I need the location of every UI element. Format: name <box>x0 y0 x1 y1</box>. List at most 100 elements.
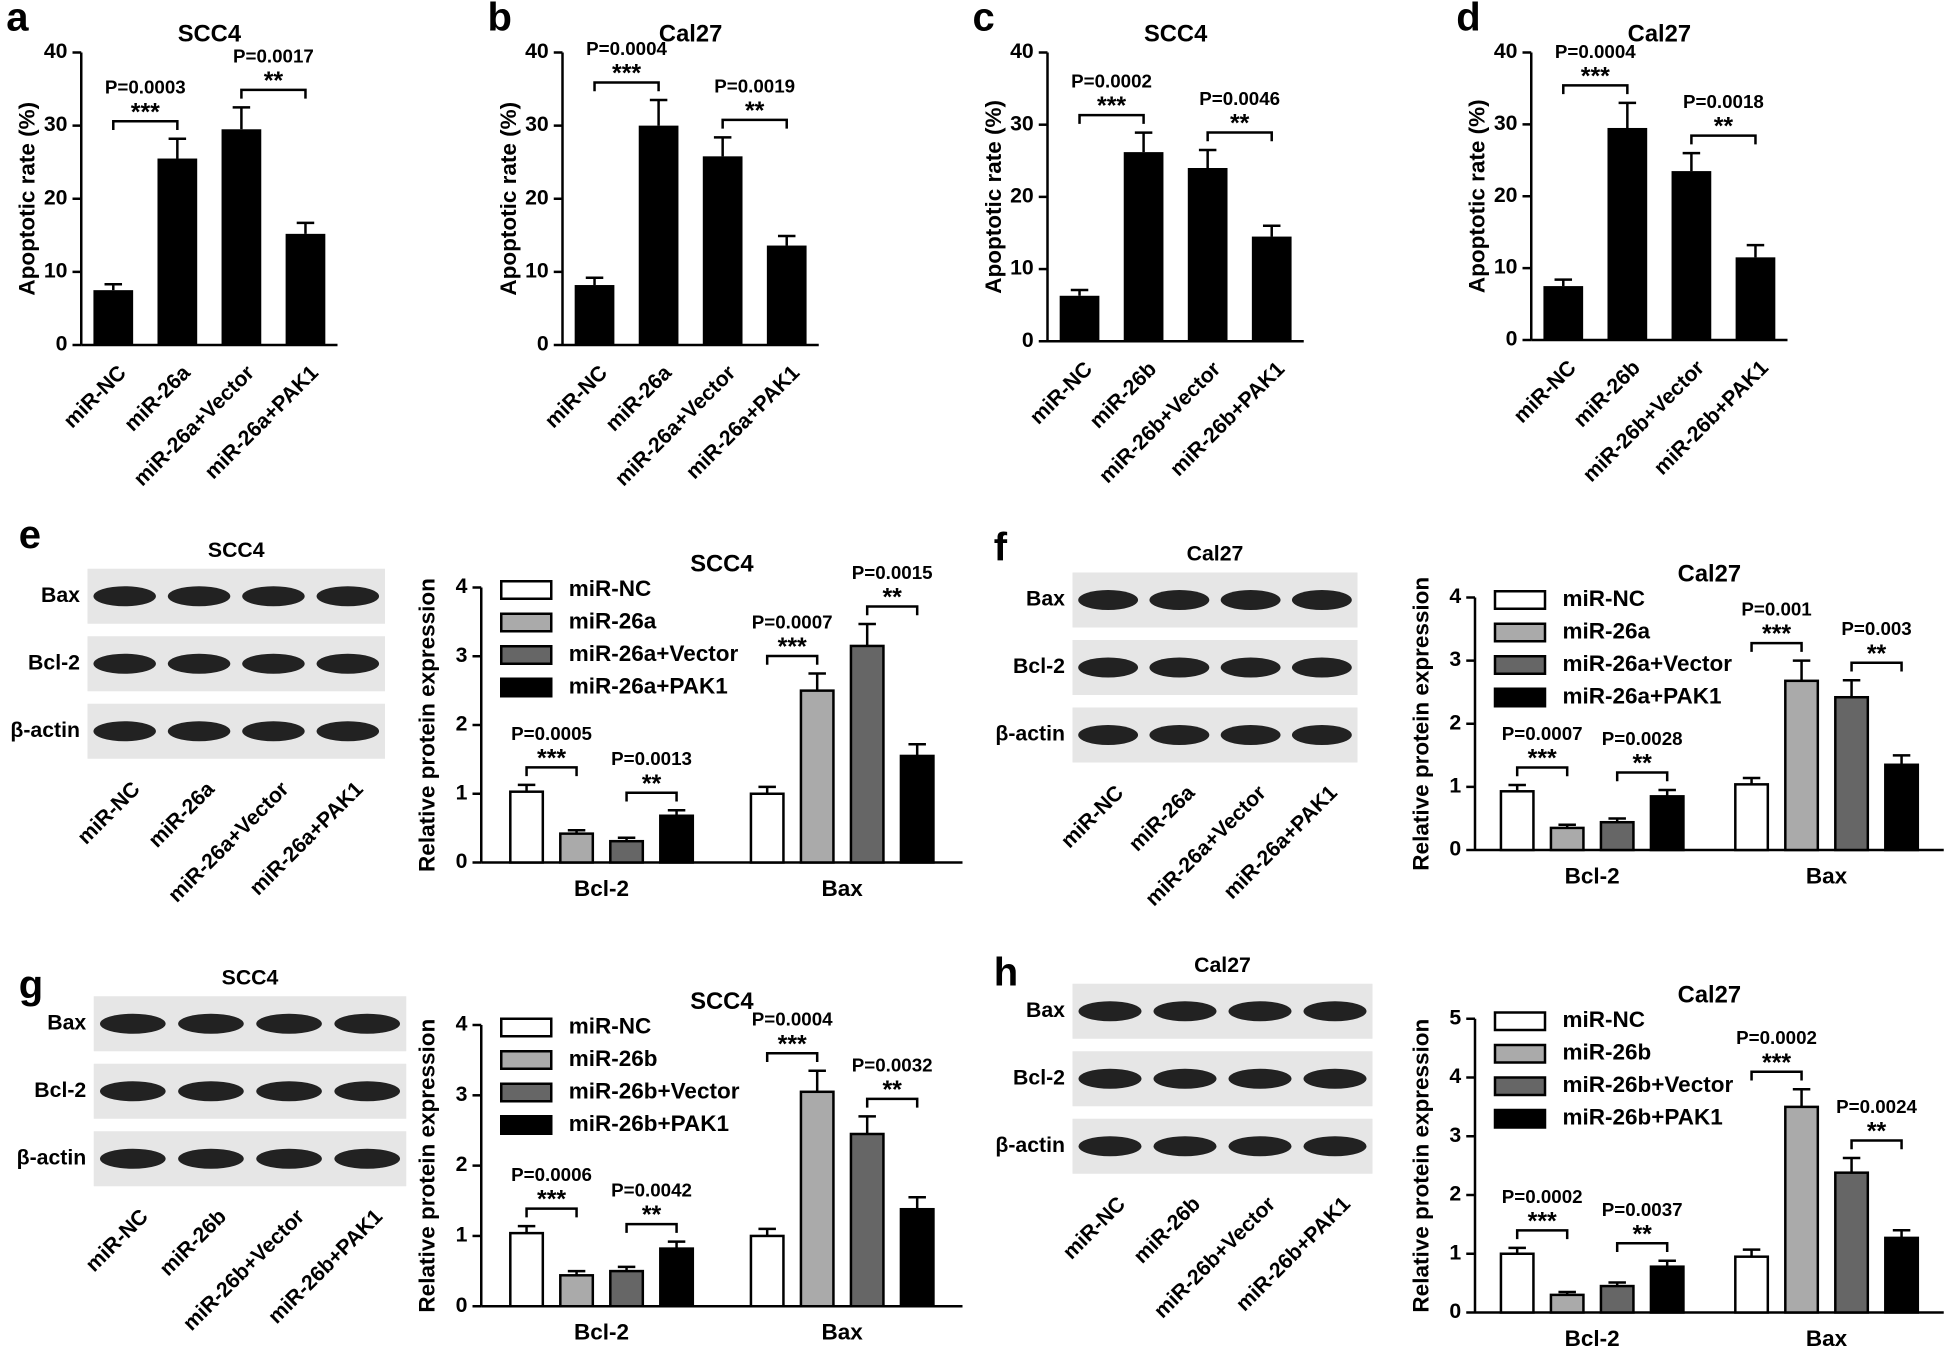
blot-row-label: Bax <box>1026 587 1065 611</box>
bar <box>1187 168 1228 342</box>
y-tick-label: 30 <box>525 112 549 136</box>
blot-band <box>316 586 380 607</box>
significance-bracket <box>865 605 919 616</box>
x-tick-label: Bcl-2 <box>1565 863 1620 888</box>
legend-swatch <box>500 1082 553 1103</box>
y-tick-label: 40 <box>1010 39 1034 63</box>
error-bar <box>296 221 315 234</box>
x-tick-label: Bcl-2 <box>574 876 629 901</box>
blot-row-label: β-actin <box>995 1133 1065 1157</box>
y-tick-label: 0 <box>456 1293 468 1317</box>
p-value: P=0.0004 <box>752 1009 833 1030</box>
legend-swatch <box>500 1017 553 1038</box>
significance-stars: *** <box>537 1186 566 1214</box>
y-tick-label: 0 <box>56 332 68 356</box>
chart-title: Cal27 <box>1678 560 1741 587</box>
blot-lane-label: miR-NC <box>73 777 145 849</box>
y-tick-label: 0 <box>1449 837 1461 861</box>
bar <box>849 644 885 864</box>
legend-label: miR-26a+PAK1 <box>569 673 728 698</box>
p-value: P=0.0017 <box>233 45 314 66</box>
panel-letter: c <box>973 0 995 40</box>
blot-band <box>100 1013 166 1034</box>
error-bar <box>1608 1281 1626 1287</box>
blot-title: SCC4 <box>208 538 265 562</box>
blot-band <box>1220 725 1281 745</box>
legend-swatch <box>1493 1076 1547 1097</box>
bar <box>1123 152 1164 342</box>
bar <box>1499 790 1535 852</box>
legend-swatch <box>1493 1108 1547 1129</box>
x-tick-label: miR-NC <box>540 361 612 433</box>
significance-bracket <box>1750 1070 1803 1081</box>
error-bar <box>1262 224 1281 237</box>
significance-bracket <box>1850 1139 1903 1150</box>
p-value: P=0.0015 <box>852 562 933 583</box>
blot-band <box>178 1148 244 1169</box>
y-tick-label: 4 <box>1449 584 1461 608</box>
p-value: P=0.003 <box>1841 618 1911 639</box>
error-bar <box>1608 817 1626 823</box>
significance-bracket <box>240 88 307 99</box>
blot-band <box>1291 725 1352 745</box>
blot-band <box>1078 590 1139 610</box>
y-axis-label: Relative protein expression <box>415 1019 440 1313</box>
bar <box>157 158 198 345</box>
blot-band <box>242 653 305 674</box>
error-bar <box>808 672 826 691</box>
bar <box>766 245 807 345</box>
bar <box>1734 1255 1770 1314</box>
blot-band <box>1149 657 1210 678</box>
error-bar <box>1842 678 1861 698</box>
blot-band <box>1153 1001 1217 1022</box>
error-bar <box>667 809 686 816</box>
panel-letter: g <box>19 963 43 1007</box>
panel-letter: a <box>6 0 29 40</box>
y-tick-label: 30 <box>44 112 68 136</box>
blot-row-label: Bax <box>1026 998 1065 1022</box>
y-tick-label: 20 <box>44 185 68 209</box>
y-tick-label: 40 <box>525 39 549 63</box>
error-bar <box>758 1227 776 1236</box>
blot-band <box>100 1148 166 1169</box>
p-value: P=0.0005 <box>511 723 592 744</box>
blot-band <box>316 721 380 742</box>
error-bar <box>758 785 776 794</box>
bar <box>702 156 743 345</box>
legend-label: miR-26a <box>1563 618 1651 643</box>
legend-label: miR-NC <box>569 1013 652 1038</box>
y-tick-label: 20 <box>1010 183 1034 207</box>
chart-title: SCC4 <box>1144 20 1208 47</box>
blot-band <box>1078 657 1139 678</box>
y-axis-label: Relative protein expression <box>415 578 440 872</box>
blot-band <box>316 653 380 674</box>
blot-band <box>256 1148 322 1169</box>
y-tick-label: 2 <box>456 712 468 736</box>
blot-lane-label: miR-26b <box>1129 1192 1205 1268</box>
blot-lane-label: miR-26a <box>144 777 220 853</box>
bar <box>1735 257 1776 340</box>
x-tick-label: Bcl-2 <box>574 1320 629 1345</box>
y-axis-label: Apoptotic rate (%) <box>981 100 1006 294</box>
y-axis-label: Apoptotic rate (%) <box>496 102 521 296</box>
blot-band <box>256 1013 322 1034</box>
p-value: P=0.0004 <box>586 38 667 59</box>
bar <box>1549 1293 1585 1314</box>
blot-band <box>1228 1136 1292 1157</box>
legend-label: miR-26b+Vector <box>569 1078 740 1103</box>
significance-bracket <box>1562 84 1629 95</box>
x-tick-label: Bax <box>822 1320 864 1345</box>
error-bar <box>232 106 251 130</box>
blot-row-label: Bcl-2 <box>28 650 80 674</box>
y-tick-label: 3 <box>1449 647 1461 671</box>
y-tick-label: 10 <box>525 258 549 282</box>
y-tick-label: 40 <box>44 39 68 63</box>
blot-band <box>1228 1001 1292 1022</box>
bar <box>659 1247 695 1308</box>
blot-band <box>1078 1136 1142 1157</box>
x-tick-label: Bax <box>1806 1326 1848 1350</box>
bar <box>799 1090 835 1308</box>
legend-label: miR-NC <box>1563 1007 1646 1032</box>
bar <box>1884 1236 1920 1314</box>
error-bar <box>1746 243 1765 258</box>
